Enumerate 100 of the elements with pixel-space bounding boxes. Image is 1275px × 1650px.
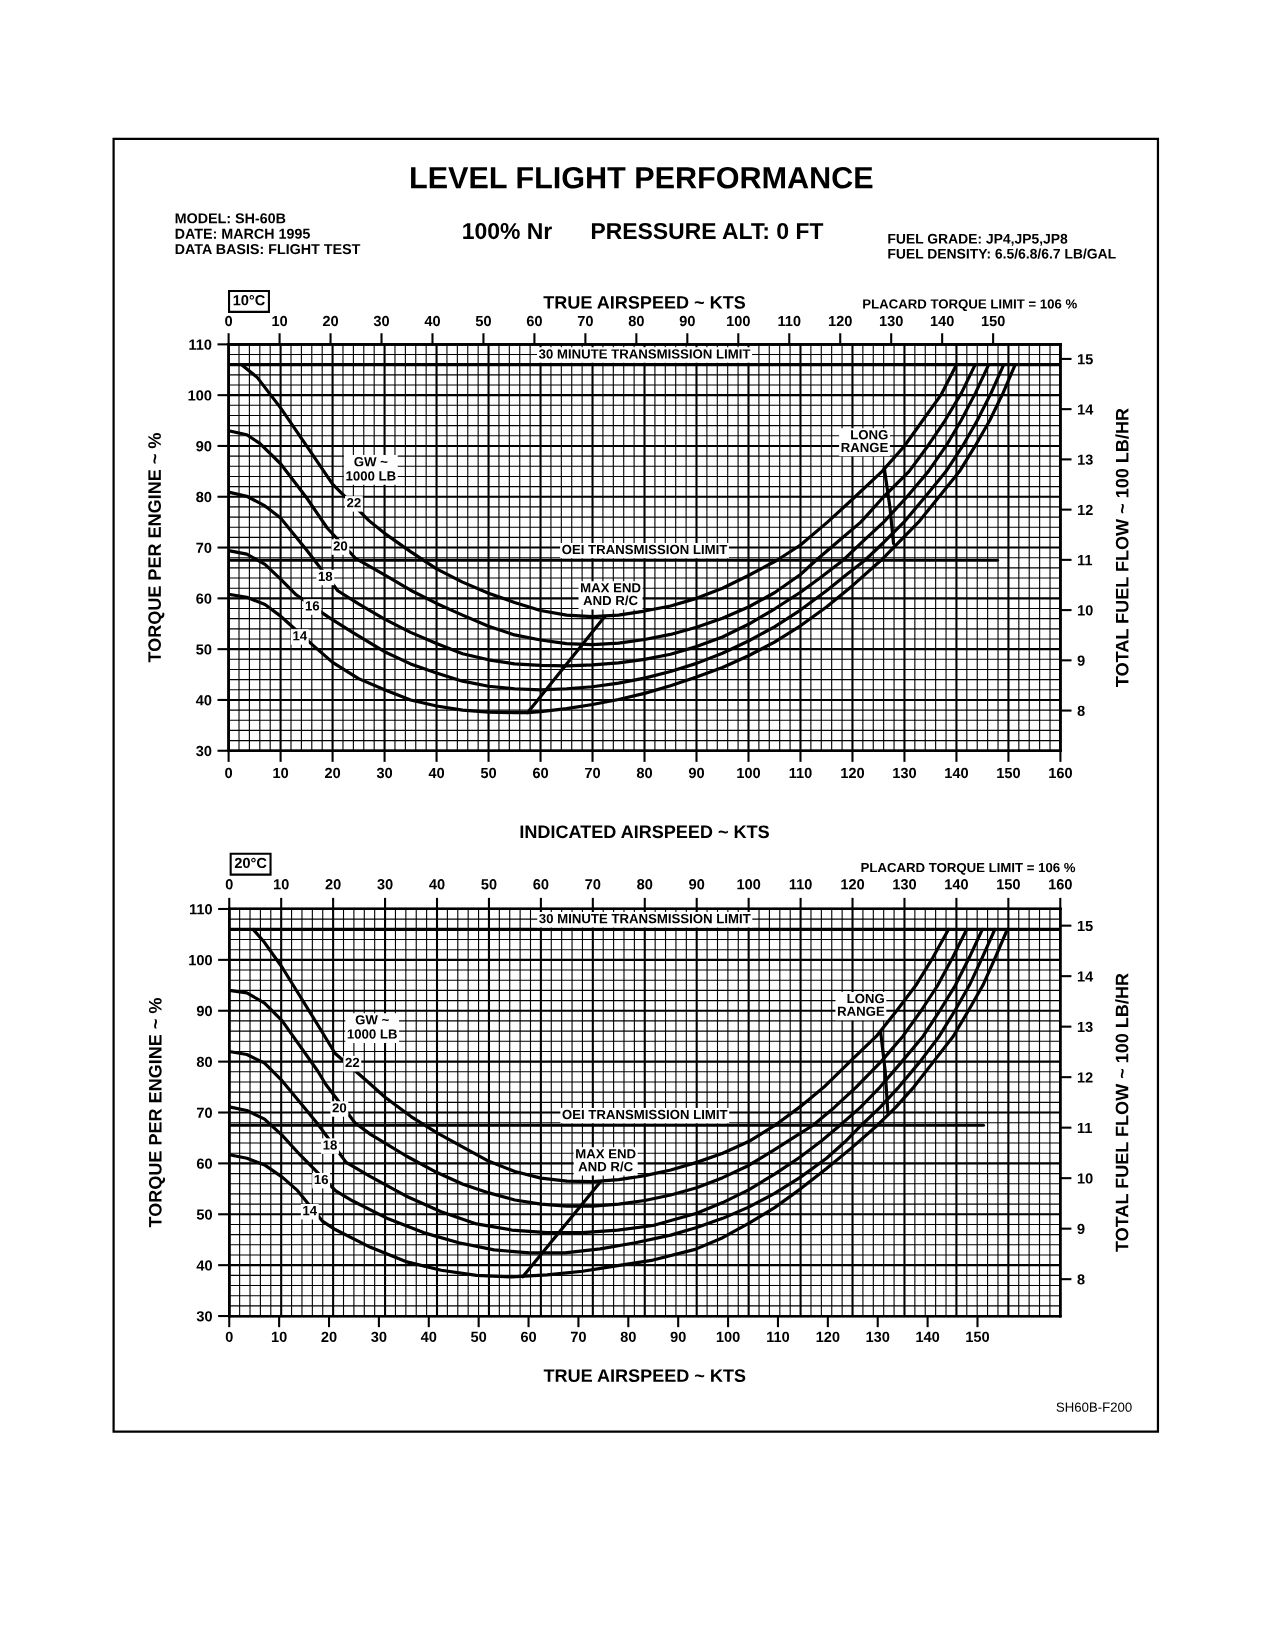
x-axis-title: INDICATED AIRSPEED ~ KTS: [520, 825, 769, 839]
chart-subtitle: 100% Nr PRESSURE ALT: 0 FT: [463, 222, 824, 240]
text: PLACARD TORQUE LIMIT = 106 %: [863, 299, 1077, 312]
x2-tick-label: 120: [828, 315, 852, 327]
x2-tick-label: 110: [778, 315, 801, 327]
x2-tick-label: 140: [930, 315, 954, 327]
y-tick-label: 40: [196, 1260, 212, 1271]
text: MODEL: SH-60B DATE: MARCH 1995 DATA BASIS: FLIGHT TEST: [175, 213, 361, 255]
x-tick-label: 110: [789, 879, 812, 890]
x2-tick-label: 130: [866, 1331, 890, 1343]
x2-tick-label: 100: [727, 315, 750, 327]
annotation: 14: [293, 631, 308, 641]
x-tick-label: 100: [737, 767, 761, 779]
x2-tick-label: 30: [371, 1331, 387, 1343]
x2-axis-title: TRUE AIRSPEED ~ KTS: [543, 295, 746, 309]
annotation: 20: [333, 541, 348, 551]
y-tick-label: 70: [196, 542, 212, 553]
annotation: 20: [332, 1103, 347, 1113]
x2-tick-label: 80: [620, 1331, 636, 1343]
x2-tick-label: 50: [475, 315, 491, 327]
y-tick-label: 40: [195, 695, 212, 706]
text: 20°C: [234, 857, 267, 869]
y2-axis-title: TOTAL FUEL FLOW ~ 100 LB/HR: [1115, 408, 1129, 687]
y-axis-title: TORQUE PER ENGINE ~ %: [148, 433, 165, 663]
x-tick-label: 50: [480, 767, 497, 779]
y-tick-label: 50: [196, 1209, 212, 1220]
x2-tick-label: 30: [373, 315, 390, 327]
x-tick-label: 60: [533, 879, 549, 890]
y2-tick-label: 9: [1077, 655, 1085, 666]
x2-tick-label: 10: [271, 1331, 287, 1343]
x-tick-label: 40: [429, 879, 445, 890]
annotation: GW ~ 1000 LB: [346, 457, 396, 481]
x-tick-label: 30: [377, 879, 393, 890]
text: FUEL GRADE: JP4,JP5,JP8 FUEL DENSITY: 6.5/6.8/6.7 LB/GAL: [888, 233, 1116, 259]
x-tick-label: 50: [481, 879, 497, 890]
y2-tick-label: 12: [1077, 1072, 1093, 1083]
x-tick-label: 30: [376, 767, 393, 779]
x2-axis-title: TRUE AIRSPEED ~ KTS: [543, 1369, 746, 1383]
x-tick-label: 80: [637, 879, 653, 890]
x-tick-label: 20: [324, 767, 341, 779]
text: PLACARD TORQUE LIMIT = 106 %: [861, 862, 1076, 875]
y-tick-label: 30: [196, 1311, 212, 1322]
y-tick-label: 80: [196, 491, 212, 503]
x2-tick-label: 0: [225, 1331, 233, 1343]
x2-tick-label: 20: [321, 1331, 337, 1343]
x2-tick-label: 120: [816, 1331, 840, 1343]
x2-tick-label: 110: [767, 1331, 790, 1343]
y2-tick-label: 10: [1077, 1173, 1093, 1184]
x2-tick-label: 20: [322, 315, 339, 327]
series-label: LONG RANGE: [837, 993, 885, 1016]
x-tick-label: 160: [1049, 767, 1072, 779]
x2-tick-label: 140: [916, 1331, 940, 1343]
x-tick-label: 150: [997, 767, 1020, 779]
x2-tick-label: 150: [966, 1331, 990, 1343]
x2-tick-label: 80: [628, 315, 644, 327]
x2-tick-label: 70: [570, 1331, 586, 1343]
y2-tick-label: 8: [1077, 705, 1085, 716]
y2-tick-label: 14: [1077, 971, 1094, 982]
x2-tick-label: 60: [526, 315, 542, 327]
x-tick-label: 0: [225, 767, 233, 779]
x-tick-label: 90: [688, 767, 705, 779]
x2-tick-label: 90: [679, 315, 695, 327]
x2-tick-label: 150: [981, 315, 1005, 327]
annotation: 18: [323, 1140, 337, 1150]
annotation: 22: [347, 498, 361, 508]
x-tick-label: 130: [893, 767, 917, 779]
x-tick-label: 20: [325, 879, 341, 890]
x-tick-label: 60: [532, 767, 549, 779]
x-tick-label: 140: [945, 767, 969, 779]
x2-tick-label: 40: [424, 315, 440, 327]
y-tick-label: 30: [196, 745, 212, 757]
x-tick-label: 140: [945, 879, 968, 890]
annotation: GW ~ 1000 LB: [347, 1015, 397, 1039]
y2-tick-label: 9: [1077, 1223, 1085, 1235]
y-tick-label: 110: [189, 904, 212, 915]
annotation: 22: [345, 1057, 360, 1068]
annotation: 16: [314, 1174, 329, 1185]
y-tick-label: 60: [196, 1158, 212, 1169]
y2-tick-label: 11: [1077, 1122, 1092, 1133]
ref-line-label: 30 MINUTE TRANSMISSION LIMIT: [538, 349, 751, 359]
x-tick-label: 110: [789, 767, 812, 779]
y-tick-label: 100: [189, 954, 212, 966]
ref-line-label: 30 MINUTE TRANSMISSION LIMIT: [539, 913, 751, 924]
x-tick-label: 40: [428, 767, 445, 779]
y-tick-label: 90: [196, 1005, 212, 1017]
y-tick-label: 90: [196, 441, 212, 452]
y2-tick-label: 13: [1078, 454, 1093, 465]
y2-tick-label: 8: [1077, 1274, 1085, 1285]
y2-tick-label: 12: [1078, 504, 1093, 515]
x-tick-label: 80: [636, 767, 653, 779]
x-tick-label: 90: [689, 879, 705, 890]
y-axis-title: TORQUE PER ENGINE ~ %: [148, 998, 166, 1228]
y2-tick-label: 10: [1078, 605, 1093, 616]
y-tick-label: 100: [188, 390, 212, 401]
y2-axis-title: TOTAL FUEL FLOW ~ 100 LB/HR: [1115, 973, 1129, 1252]
series-label: OEI TRANSMISSION LIMIT: [562, 1109, 728, 1120]
x-tick-label: 70: [585, 879, 601, 890]
text: SH60B-F200: [1056, 1402, 1132, 1412]
x-tick-label: 70: [585, 767, 601, 779]
x2-tick-label: 130: [879, 315, 903, 327]
